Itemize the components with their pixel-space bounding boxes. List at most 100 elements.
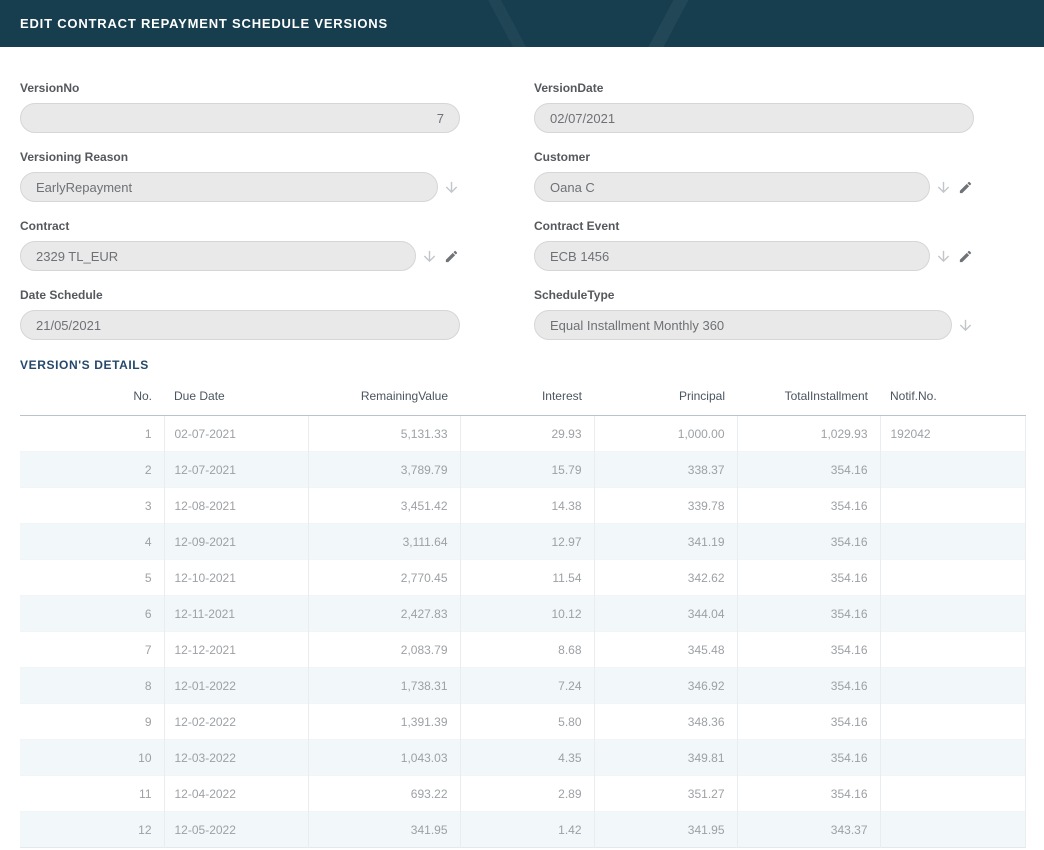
dropdown-arrow-icon[interactable] xyxy=(956,316,974,334)
cell-no: 7 xyxy=(144,642,152,657)
cell-remaining-value: 1,391.39 xyxy=(307,703,460,740)
date-schedule-label: Date Schedule xyxy=(20,288,103,302)
contract-row xyxy=(20,240,460,272)
dropdown-arrow-icon[interactable] xyxy=(934,178,952,196)
cell-interest: 10.12 xyxy=(459,595,594,632)
schedule-table: No. Due Date RemainingValue Interest Princip… xyxy=(20,389,1026,848)
contract-event-label: Contract Event xyxy=(534,219,620,233)
cell-principal: 351.27 xyxy=(593,775,737,812)
cell-no: 2 xyxy=(144,462,152,477)
table-row: 9 12-02-2022 1,391.39 5.80 348.36 354.16 xyxy=(20,703,1026,740)
date-schedule-input[interactable] xyxy=(20,310,460,340)
dropdown-arrow-icon[interactable] xyxy=(934,247,952,265)
table-row: 8 12-01-2022 1,738.31 7.24 346.92 354.16 xyxy=(20,667,1026,704)
cell-interest: 1.42 xyxy=(459,811,594,848)
cell-remaining-value: 693.22 xyxy=(307,775,460,812)
cell-total-installment: 354.16 xyxy=(736,631,880,668)
cell-no: 4 xyxy=(144,534,152,549)
customer-label: Customer xyxy=(534,150,591,164)
versiondate-input[interactable] xyxy=(534,103,974,133)
cell-remaining-value: 3,111.64 xyxy=(307,523,460,560)
cell-due-date: 12-03-2022 xyxy=(163,739,308,776)
cell-no: 3 xyxy=(144,498,152,513)
edit-pencil-icon[interactable] xyxy=(956,178,974,196)
cell-total-installment: 354.16 xyxy=(736,703,880,740)
page-header: EDIT CONTRACT REPAYMENT SCHEDULE VERSION… xyxy=(0,0,1044,47)
versionno-row xyxy=(20,102,460,134)
column-header-notif-no: Notif.No. xyxy=(880,389,1025,416)
versions-details-heading: VERSION'S DETAILS xyxy=(20,358,149,372)
cell-notif-no: 192042 xyxy=(879,415,1026,452)
cell-notif-no xyxy=(879,451,1026,488)
cell-remaining-value: 5,131.33 xyxy=(307,415,460,452)
cell-notif-no xyxy=(879,703,1026,740)
cell-principal: 341.19 xyxy=(593,523,737,560)
cell-principal: 349.81 xyxy=(593,739,737,776)
cell-remaining-value: 3,451.42 xyxy=(307,487,460,524)
cell-due-date: 12-05-2022 xyxy=(163,811,308,848)
cell-due-date: 12-10-2021 xyxy=(163,559,308,596)
scheduletype-input[interactable] xyxy=(534,310,952,340)
cell-due-date: 12-02-2022 xyxy=(163,703,308,740)
table-row: 11 12-04-2022 693.22 2.89 351.27 354.16 xyxy=(20,775,1026,812)
cell-interest: 4.35 xyxy=(459,739,594,776)
cell-interest: 12.97 xyxy=(459,523,594,560)
customer-row xyxy=(534,171,974,203)
contract-event-input[interactable] xyxy=(534,241,930,271)
cell-interest: 2.89 xyxy=(459,775,594,812)
cell-no: 9 xyxy=(144,714,152,729)
cell-interest: 5.80 xyxy=(459,703,594,740)
cell-interest: 7.24 xyxy=(459,667,594,704)
contract-input[interactable] xyxy=(20,241,416,271)
field-versionno: VersionNo xyxy=(20,82,460,134)
cell-no: 5 xyxy=(144,570,152,585)
field-scheduletype: ScheduleType xyxy=(534,289,974,341)
cell-no: 12 xyxy=(138,822,152,837)
cell-total-installment: 354.16 xyxy=(736,739,880,776)
table-header-row: No. Due Date RemainingValue Interest Princip… xyxy=(20,389,1025,416)
cell-total-installment: 1,029.93 xyxy=(736,415,880,452)
dropdown-arrow-icon[interactable] xyxy=(442,178,460,196)
cell-no: 6 xyxy=(144,606,152,621)
versioning-reason-input[interactable] xyxy=(20,172,438,202)
table-row: 3 12-08-2021 3,451.42 14.38 339.78 354.16 xyxy=(20,487,1026,524)
cell-interest: 11.54 xyxy=(459,559,594,596)
cell-principal: 342.62 xyxy=(593,559,737,596)
field-customer: Customer xyxy=(534,151,974,203)
date-schedule-row xyxy=(20,309,460,341)
cell-remaining-value: 2,770.45 xyxy=(307,559,460,596)
versioning-reason-label: Versioning Reason xyxy=(20,150,129,164)
cell-remaining-value: 2,427.83 xyxy=(307,595,460,632)
versionno-input[interactable] xyxy=(20,103,460,133)
dropdown-arrow-icon[interactable] xyxy=(420,247,438,265)
cell-total-installment: 354.16 xyxy=(736,595,880,632)
cell-remaining-value: 2,083.79 xyxy=(307,631,460,668)
cell-no: 8 xyxy=(144,678,152,693)
contract-event-row xyxy=(534,240,974,272)
table-row: 12 12-05-2022 341.95 1.42 341.95 343.37 xyxy=(20,811,1026,848)
edit-pencil-icon[interactable] xyxy=(956,247,974,265)
page-title: EDIT CONTRACT REPAYMENT SCHEDULE VERSION… xyxy=(20,16,388,31)
customer-input[interactable] xyxy=(534,172,930,202)
cell-remaining-value: 1,738.31 xyxy=(307,667,460,704)
cell-principal: 348.36 xyxy=(593,703,737,740)
cell-principal: 341.95 xyxy=(593,811,737,848)
cell-principal: 345.48 xyxy=(593,631,737,668)
cell-remaining-value: 1,043.03 xyxy=(307,739,460,776)
table-row: 10 12-03-2022 1,043.03 4.35 349.81 354.16 xyxy=(20,739,1026,776)
cell-due-date: 12-08-2021 xyxy=(163,487,308,524)
cell-notif-no xyxy=(879,559,1026,596)
cell-notif-no xyxy=(879,775,1026,812)
cell-total-installment: 343.37 xyxy=(736,811,880,848)
cell-principal: 1,000.00 xyxy=(593,415,737,452)
versiondate-label: VersionDate xyxy=(534,81,604,95)
cell-interest: 29.93 xyxy=(459,415,594,452)
edit-pencil-icon[interactable] xyxy=(442,247,460,265)
cell-notif-no xyxy=(879,523,1026,560)
cell-remaining-value: 341.95 xyxy=(307,811,460,848)
table-row: 2 12-07-2021 3,789.79 15.79 338.37 354.16 xyxy=(20,451,1026,488)
versionno-label: VersionNo xyxy=(20,81,80,95)
table-row: 1 02-07-2021 5,131.33 29.93 1,000.00 1,029.93… xyxy=(20,415,1026,452)
cell-notif-no xyxy=(879,739,1026,776)
cell-interest: 15.79 xyxy=(459,451,594,488)
